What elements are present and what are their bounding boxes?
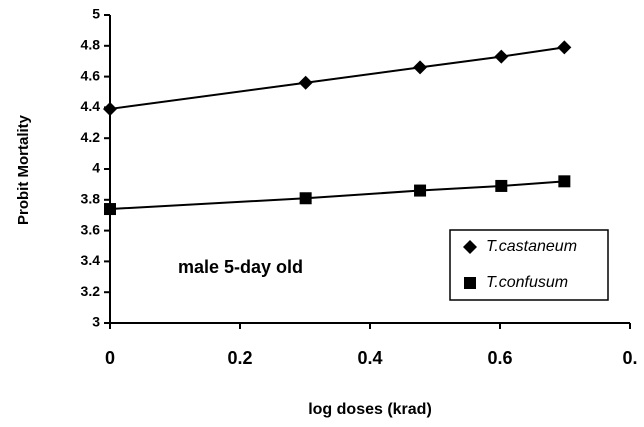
marker [494, 49, 509, 64]
marker [299, 192, 312, 205]
y-tick-label: 3.2 [81, 283, 101, 299]
x-axis-label: log doses (krad) [308, 401, 432, 418]
x-tick-label: 0.2 [227, 348, 252, 368]
y-axis-label: Probit Mortality [15, 114, 32, 225]
y-tick-label: 4.2 [81, 129, 101, 145]
annotation: male 5-day old [178, 257, 303, 277]
marker [104, 203, 116, 216]
marker [413, 60, 428, 75]
x-tick-label: 0. [622, 348, 637, 368]
marker [558, 175, 571, 188]
y-tick-label: 4.4 [81, 98, 101, 114]
legend-box [449, 229, 609, 301]
y-tick-label: 3.4 [81, 252, 101, 268]
legend-marker [464, 277, 476, 289]
y-tick-label: 3.8 [81, 191, 101, 207]
legend-label: T.confusum [486, 274, 568, 291]
y-tick-label: 5 [92, 6, 100, 22]
x-tick-label: 0.4 [357, 348, 382, 368]
y-tick-label: 4.8 [81, 37, 101, 53]
x-tick-label: 0 [105, 348, 115, 368]
marker [414, 184, 427, 197]
y-tick-label: 3.6 [81, 221, 101, 237]
x-tick-label: 0.6 [487, 348, 512, 368]
y-tick-label: 3 [92, 314, 100, 330]
y-tick-label: 4.6 [81, 67, 101, 83]
marker [557, 40, 572, 55]
y-tick-label: 4 [92, 160, 100, 176]
legend-label: T.castaneum [486, 238, 577, 255]
marker [298, 75, 313, 90]
marker [103, 101, 117, 116]
marker [495, 179, 508, 192]
legend-marker [463, 240, 477, 254]
